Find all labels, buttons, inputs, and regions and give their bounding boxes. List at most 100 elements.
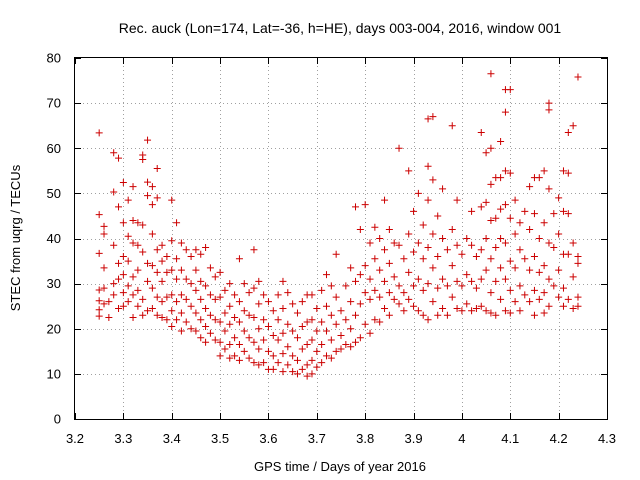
data-point [327,354,335,362]
data-point [168,322,176,330]
data-point [231,352,239,360]
data-point [439,235,447,242]
data-point [516,246,524,254]
data-point [221,286,229,294]
y-tick-label: 0 [54,412,61,427]
data-point [424,280,432,288]
data-point [424,115,432,123]
data-point [144,136,152,144]
data-point [506,214,514,222]
data-point [298,365,306,373]
data-point [260,316,268,324]
data-point [115,154,123,162]
data-point [487,309,495,317]
data-point [463,271,471,279]
x-tick-label: 3.4 [163,431,181,446]
data-point [414,239,422,247]
data-point [308,291,316,299]
x-tick-label: 3.8 [356,431,374,446]
data-point [279,329,287,337]
data-point [322,327,330,335]
data-point [535,295,543,303]
data-point [197,316,205,324]
data-point [506,309,514,317]
data-point [216,268,224,276]
data-point [555,266,563,274]
data-point [289,300,297,308]
data-point [100,230,108,238]
data-point [564,169,572,177]
grid [75,58,607,419]
data-point [221,309,229,317]
data-point [197,334,205,342]
data-point [376,293,384,301]
data-point [153,246,161,254]
data-point [298,345,306,353]
data-point [463,235,471,242]
data-point [158,298,166,306]
data-point [472,284,480,292]
data-point [477,203,485,211]
data-point [371,286,379,294]
data-point [390,295,398,303]
data-point [385,259,393,267]
data-point [497,235,505,242]
data-point [240,280,248,288]
data-point [303,361,311,369]
data-point [501,201,509,209]
data-point [255,345,263,353]
data-point [342,341,350,349]
data-point [144,178,152,186]
data-point [569,273,577,281]
data-point [390,273,398,281]
data-point [182,246,190,254]
data-point [463,300,471,308]
data-point [279,304,287,312]
data-point [134,241,142,249]
data-point [540,167,548,175]
data-point [477,128,485,136]
data-point [255,300,263,308]
data-point [206,291,214,299]
x-tick-label: 3.3 [114,431,132,446]
data-point [115,203,123,211]
data-point [216,338,224,346]
data-point [226,302,234,310]
data-point [458,282,466,290]
data-point [144,192,152,200]
data-point [564,295,572,303]
data-point [289,327,297,335]
data-point [129,183,137,191]
data-point [260,359,268,367]
data-point [274,291,282,299]
data-point [235,255,243,263]
data-point [453,241,461,249]
data-point [366,275,374,283]
data-point [511,230,519,238]
data-point [202,244,210,252]
data-point [216,318,224,326]
data-point [95,129,103,137]
data-point [322,271,330,279]
data-point [177,327,185,335]
data-point [124,257,132,265]
data-point [526,225,534,233]
y-tick-label: 70 [47,96,61,111]
data-point [177,266,185,274]
data-point [100,264,108,272]
data-point [274,336,282,344]
data-point [501,307,509,315]
data-point [332,320,340,328]
data-point [240,347,248,355]
data-point [168,237,176,245]
data-point [501,239,509,247]
data-point [298,298,306,306]
data-point [381,196,389,204]
data-point [173,316,181,324]
data-point [434,311,442,319]
data-point [192,286,200,294]
data-point [163,316,171,324]
data-point [545,239,553,247]
data-point [264,298,272,306]
data-point [173,275,181,283]
